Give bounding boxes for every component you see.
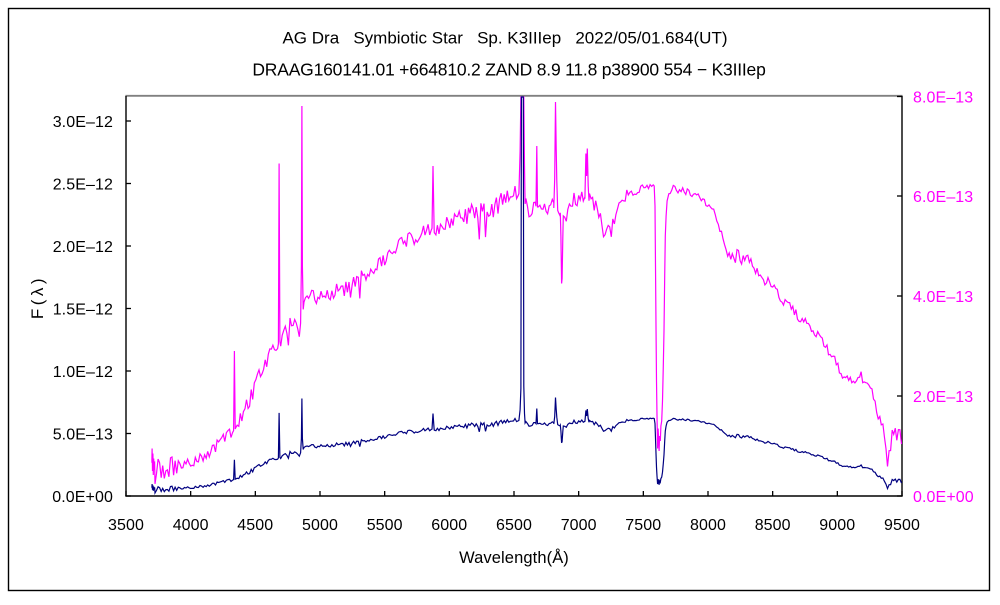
svg-text:1.5E–12: 1.5E–12 bbox=[53, 302, 113, 319]
svg-text:6500: 6500 bbox=[496, 517, 532, 534]
svg-text:1.0E–12: 1.0E–12 bbox=[53, 364, 113, 381]
svg-text:8500: 8500 bbox=[755, 517, 791, 534]
svg-text:6000: 6000 bbox=[431, 517, 467, 534]
svg-text:4500: 4500 bbox=[237, 517, 273, 534]
svg-text:0.0E+00: 0.0E+00 bbox=[913, 489, 974, 506]
svg-text:2.0E–13: 2.0E–13 bbox=[913, 389, 973, 406]
svg-text:9500: 9500 bbox=[884, 517, 920, 534]
svg-text:2.0E–12: 2.0E–12 bbox=[53, 239, 113, 256]
svg-text:AG Dra Symbiotic Star Sp.: AG Dra Symbiotic Star Sp. K3IIIep 2022/0… bbox=[282, 29, 727, 48]
svg-text:3500: 3500 bbox=[108, 517, 144, 534]
svg-text:8.0E–13: 8.0E–13 bbox=[913, 90, 973, 107]
svg-text:5.0E–13: 5.0E–13 bbox=[53, 427, 113, 444]
svg-text:Wavelength(Å): Wavelength(Å) bbox=[459, 548, 569, 567]
svg-text:3.0E–12: 3.0E–12 bbox=[53, 114, 113, 131]
svg-text:8000: 8000 bbox=[690, 517, 726, 534]
svg-text:4000: 4000 bbox=[173, 517, 209, 534]
svg-text:DRAAG160141.01 +664810.2 ZAND: DRAAG160141.01 +664810.2 ZAND 8.9 11.8 p… bbox=[252, 60, 765, 80]
svg-text:6.0E–13: 6.0E–13 bbox=[913, 189, 973, 206]
svg-text:5000: 5000 bbox=[302, 517, 338, 534]
svg-text:4.0E–13: 4.0E–13 bbox=[913, 289, 973, 306]
svg-text:5500: 5500 bbox=[367, 517, 403, 534]
svg-text:0.0E+00: 0.0E+00 bbox=[52, 489, 113, 506]
svg-text:7000: 7000 bbox=[561, 517, 597, 534]
svg-text:F(λ): F(λ) bbox=[28, 275, 47, 319]
svg-text:9000: 9000 bbox=[819, 517, 855, 534]
svg-text:2.5E–12: 2.5E–12 bbox=[53, 177, 113, 194]
svg-text:7500: 7500 bbox=[625, 517, 661, 534]
